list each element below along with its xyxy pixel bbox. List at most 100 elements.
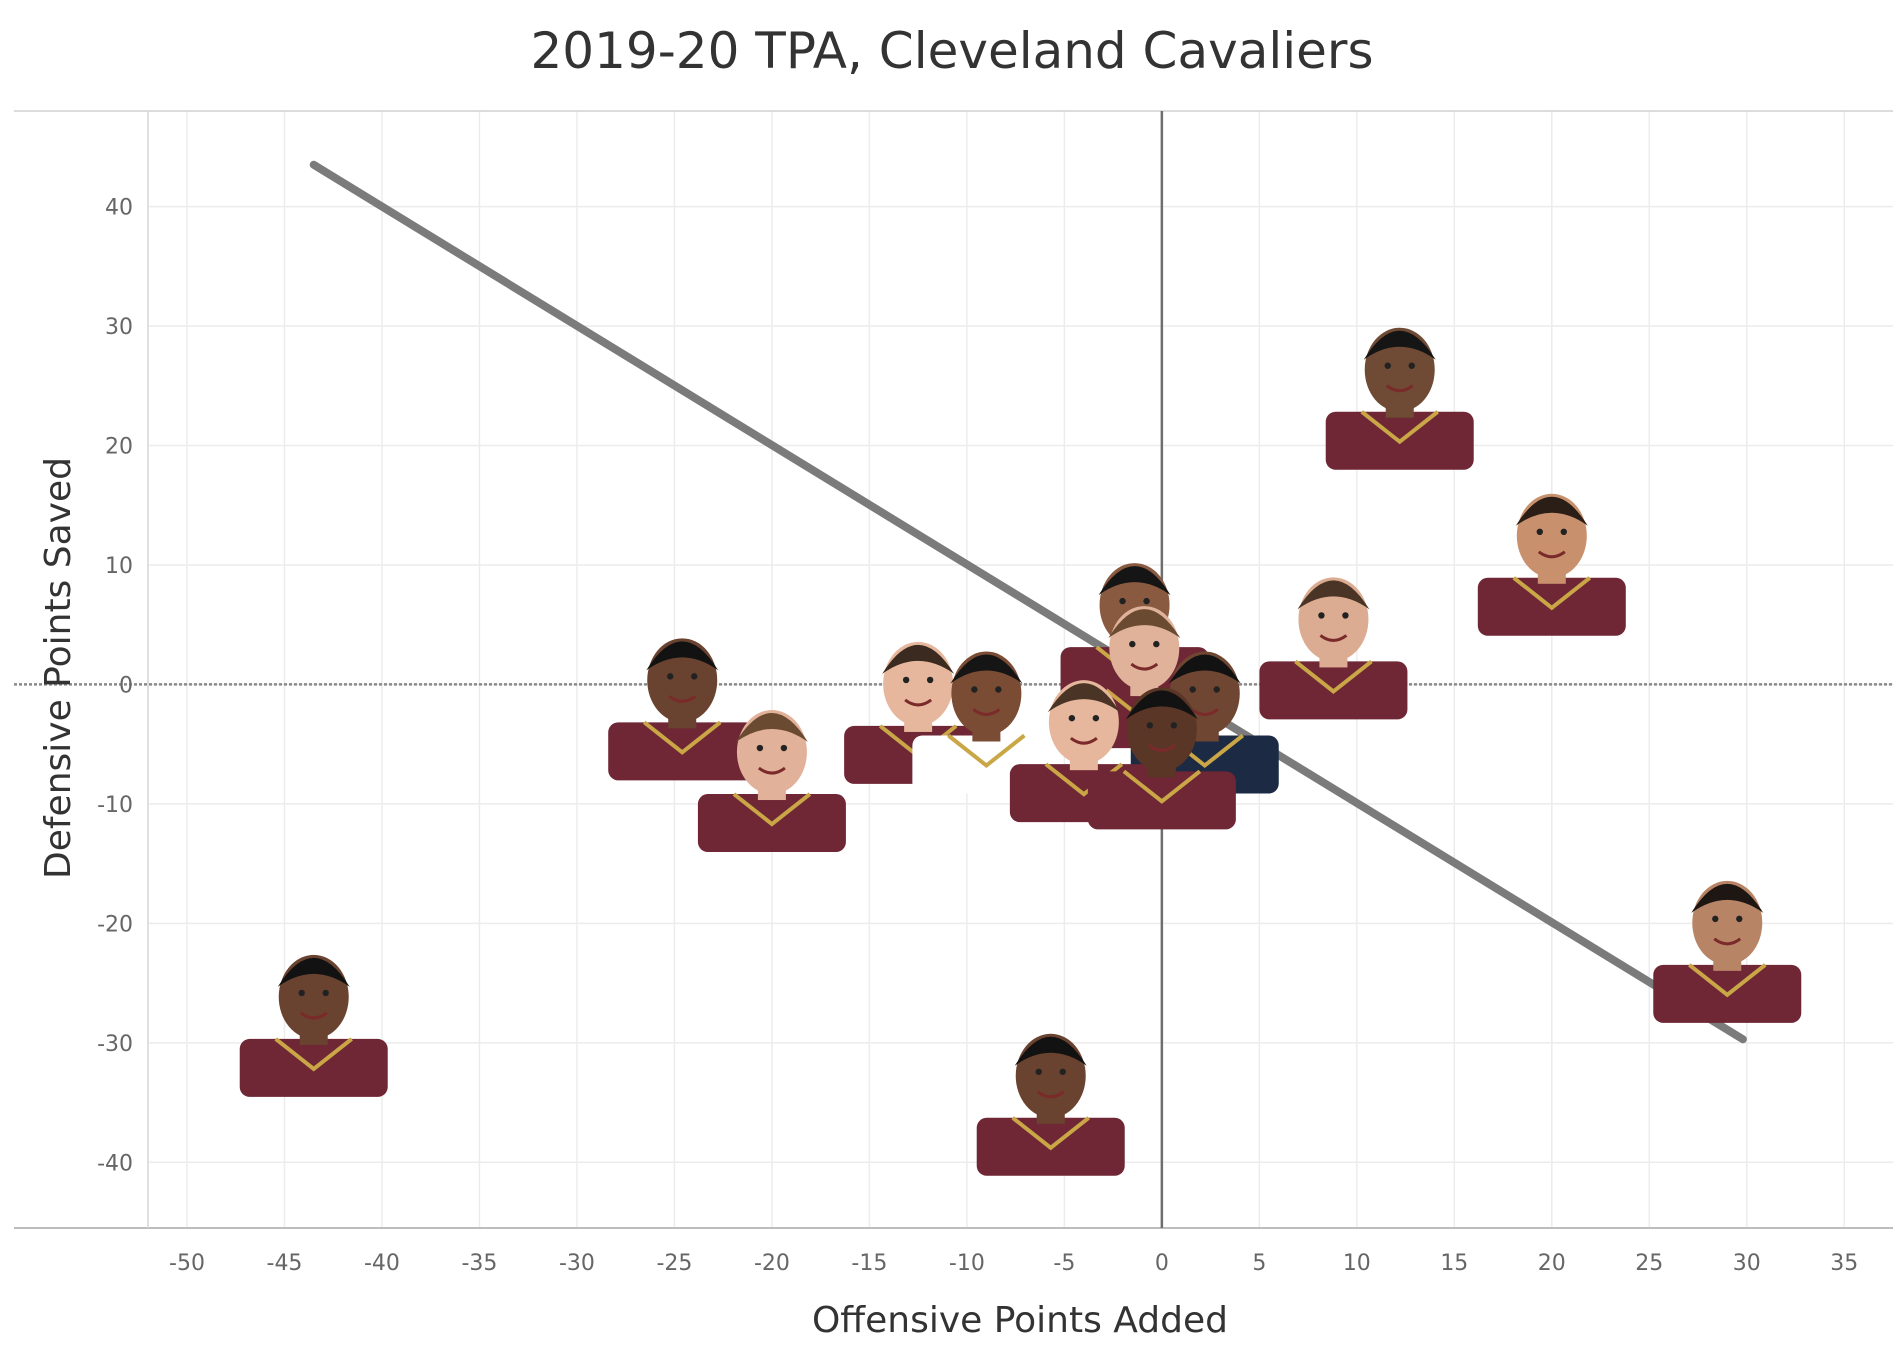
jersey-trim: [642, 720, 722, 755]
hair: [277, 957, 350, 987]
player-photo-point: [1653, 880, 1802, 1023]
eye: [1213, 686, 1220, 693]
eye: [1068, 714, 1076, 722]
x-tick-label: 30: [1733, 1251, 1761, 1276]
x-tick-label: -5: [1053, 1251, 1075, 1276]
hair: [1363, 330, 1436, 360]
eye: [298, 989, 305, 997]
eye: [1384, 362, 1391, 369]
player-photo-point: [697, 710, 846, 853]
x-tick-label: -20: [754, 1251, 790, 1276]
y-tick-label: -20: [97, 912, 133, 937]
eye: [1092, 714, 1100, 722]
eye: [1318, 612, 1325, 619]
x-tick-label: 20: [1538, 1251, 1566, 1276]
mouth: [1537, 550, 1566, 559]
player-points: [239, 327, 1802, 1176]
mouth: [1036, 1090, 1065, 1099]
player-photo-point: [976, 1033, 1125, 1176]
hair: [950, 654, 1023, 684]
eye: [691, 673, 698, 680]
trend-line-group: [309, 160, 1747, 1044]
eye: [1143, 597, 1150, 605]
x-tick-label: 15: [1440, 1251, 1468, 1276]
x-tick-label: -40: [364, 1251, 400, 1276]
eye: [1536, 528, 1543, 535]
x-tick-label: -35: [461, 1251, 497, 1276]
tick-labels: -50 -45 -40 -35 -30 -25 -20 -15 -10 -5 0 5 10 15 20 25 3…: [97, 196, 1858, 1276]
eye: [971, 686, 978, 693]
player-photo-point: [1477, 493, 1626, 636]
y-tick-label: -30: [97, 1032, 133, 1057]
jersey-trim: [1122, 769, 1202, 804]
y-tick-label: 40: [105, 196, 133, 221]
x-tick-label: 0: [1155, 1251, 1169, 1276]
mouth: [1713, 937, 1742, 946]
mouth: [299, 1011, 328, 1020]
hair: [1047, 683, 1120, 713]
x-tick-label: -50: [169, 1251, 205, 1276]
y-tick-label: -40: [97, 1151, 133, 1176]
y-tick-label: 20: [105, 435, 133, 460]
mouth: [1147, 744, 1176, 752]
jersey-trim: [1688, 963, 1767, 998]
jersey-trim: [1512, 576, 1592, 611]
chart-title: 2019-20 TPA, Cleveland Cavaliers: [530, 22, 1374, 80]
plot-frame: [14, 110, 1893, 1229]
eye: [1560, 528, 1567, 535]
x-tick-label: -30: [559, 1251, 595, 1276]
mouth: [1385, 384, 1414, 393]
eye: [1736, 915, 1743, 923]
hair: [1098, 566, 1171, 596]
eye: [902, 676, 910, 684]
eye: [1059, 1068, 1066, 1075]
x-axis-title: Offensive Points Added: [812, 1300, 1228, 1341]
player-photo-point: [239, 954, 388, 1097]
player-photo-point: [1087, 687, 1236, 830]
eye: [995, 686, 1002, 693]
jersey-trim: [274, 1037, 353, 1072]
mouth: [757, 766, 786, 775]
hair: [1125, 690, 1198, 720]
player-photo-point: [1009, 680, 1158, 823]
mouth: [972, 708, 1001, 716]
jersey-trim: [1294, 659, 1373, 694]
eye: [1408, 362, 1415, 369]
eye: [667, 673, 674, 680]
player-photo-point: [1325, 327, 1474, 470]
hair: [882, 644, 955, 674]
mouth: [904, 698, 933, 707]
eye: [1153, 640, 1160, 648]
y-tick-label: 0: [119, 673, 133, 698]
eye: [1170, 722, 1178, 729]
x-tick-label: 5: [1252, 1251, 1266, 1276]
y-tick-label: -10: [97, 793, 133, 818]
player-photo-point: [1259, 577, 1408, 720]
y-tick-label: 10: [105, 554, 133, 579]
mouth: [1069, 736, 1098, 745]
y-axis-title: Defensive Points Saved: [38, 457, 79, 879]
jersey-trim: [947, 733, 1026, 769]
x-tick-label: -15: [851, 1251, 887, 1276]
hair: [1108, 609, 1181, 639]
x-tick-label: -10: [949, 1251, 985, 1276]
eye: [1189, 686, 1196, 693]
eye: [926, 676, 934, 684]
jersey-trim: [1011, 1116, 1090, 1151]
hair: [735, 713, 808, 743]
eye: [1712, 915, 1719, 923]
mouth: [668, 695, 697, 703]
mouth: [1130, 662, 1159, 671]
x-tick-label: -25: [656, 1251, 692, 1276]
hair: [646, 641, 719, 671]
hair: [1691, 883, 1764, 913]
x-tick-label: 25: [1635, 1251, 1663, 1276]
y-tick-label: 30: [105, 315, 133, 340]
eye: [756, 744, 764, 752]
eye: [322, 989, 329, 997]
eye: [1129, 640, 1136, 648]
mouth: [1319, 634, 1348, 642]
jersey-trim: [1360, 410, 1439, 445]
hair: [1168, 654, 1241, 684]
